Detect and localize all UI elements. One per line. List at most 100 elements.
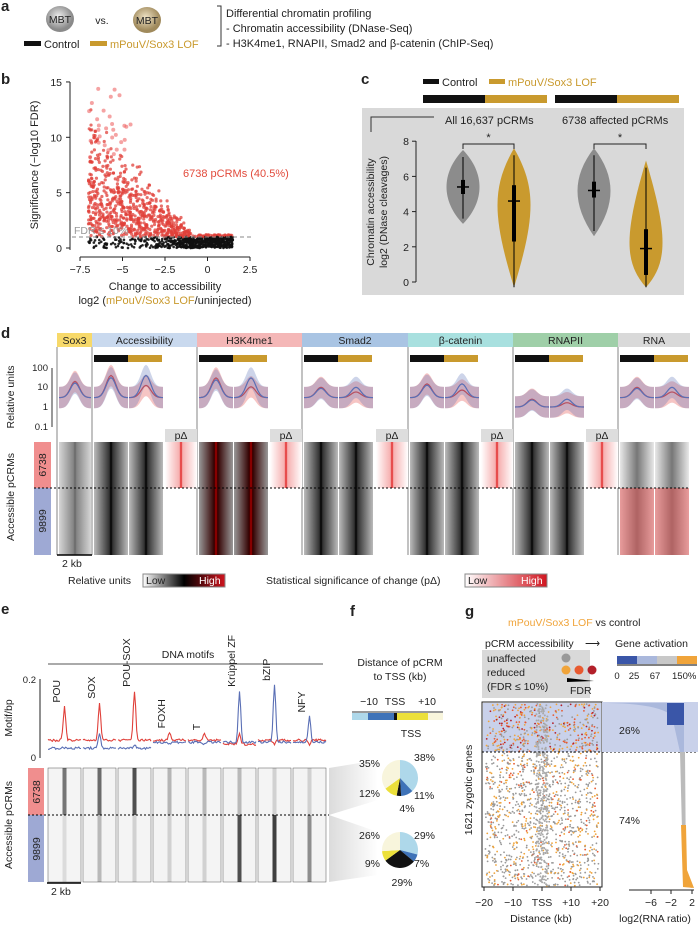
gene-point: [557, 821, 560, 824]
scatter-point: [212, 238, 216, 241]
gene-point: [568, 845, 571, 847]
gene-point: [492, 776, 495, 779]
scatter-point: [100, 194, 104, 199]
gene-point: [491, 803, 494, 806]
gene-point: [522, 782, 525, 784]
gene-point: [552, 868, 555, 871]
gene-point: [541, 706, 544, 709]
gene-point: [541, 825, 544, 827]
gene-point: [489, 818, 492, 821]
gene-point: [523, 708, 526, 711]
gene-point: [487, 747, 490, 750]
gene-point: [552, 807, 554, 810]
gene-point: [597, 731, 600, 734]
gene-point: [493, 831, 496, 834]
gene-point: [508, 790, 511, 793]
gene-point: [520, 823, 523, 825]
gene-point: [524, 823, 527, 825]
gene-point: [596, 708, 599, 711]
gene-point: [519, 794, 522, 797]
gene-point: [539, 853, 542, 856]
gene-point: [594, 871, 597, 874]
gene-point: [569, 781, 571, 783]
scatter-point: [88, 227, 92, 231]
gene-point: [541, 830, 544, 833]
gene-point: [541, 822, 544, 825]
gene-point: [548, 842, 550, 845]
scatter-point: [138, 210, 142, 214]
gene-point: [562, 777, 565, 780]
gene-point: [546, 825, 549, 828]
gene-point: [547, 841, 550, 843]
profile-line: [233, 377, 269, 399]
gene-point: [574, 784, 577, 787]
profile-line: [338, 386, 374, 399]
gene-point: [486, 860, 489, 863]
gene-point: [556, 718, 559, 720]
gene-point: [546, 782, 549, 785]
gene-point: [538, 807, 541, 810]
gene-point: [590, 780, 593, 783]
scatter-point: [120, 209, 124, 214]
gene-point: [566, 789, 569, 792]
scatter-point: [157, 189, 161, 193]
scatter-point: [152, 233, 156, 237]
gene-point: [513, 825, 515, 827]
gene-point: [566, 884, 569, 887]
gene-point: [562, 855, 564, 858]
gene-point: [563, 788, 566, 791]
motif-profile: [117, 744, 152, 751]
colorbar-tick: 150%: [672, 671, 697, 682]
gene-point: [537, 865, 540, 868]
gene-point: [554, 806, 557, 809]
gene-point: [549, 706, 552, 709]
scatter-point: [122, 216, 126, 220]
scatter-point: [167, 239, 170, 243]
gene-point: [546, 757, 549, 760]
gene-point: [543, 805, 546, 808]
gene-point: [538, 725, 541, 728]
gene-point: [517, 803, 520, 806]
condition-bar: [410, 355, 444, 362]
gene-point: [488, 844, 491, 847]
condition-bar: [128, 355, 162, 362]
scatter-point: [159, 199, 163, 203]
svg-text:Low: Low: [146, 575, 166, 587]
gene-point: [548, 793, 551, 795]
profile-band: [410, 373, 444, 409]
gene-point: [491, 856, 494, 859]
scatter-point: [181, 245, 185, 249]
x-tick-label: 0: [205, 264, 211, 276]
gene-point: [580, 794, 583, 797]
gene-point: [550, 828, 553, 830]
scatter-point: [96, 205, 100, 210]
gene-point: [546, 812, 549, 815]
scatter-point: [109, 228, 113, 232]
scatter-point: [169, 240, 172, 244]
gene-point: [536, 828, 539, 831]
scatter-point: [107, 114, 112, 119]
gene-point: [591, 803, 594, 806]
scatter-point: [108, 171, 112, 176]
gene-point: [540, 847, 543, 850]
gene-point: [545, 779, 548, 782]
gene-point: [505, 858, 507, 861]
scatter-point: [99, 240, 103, 244]
gene-point: [508, 759, 511, 761]
scatter-point: [150, 198, 155, 202]
gene-point: [530, 769, 533, 772]
gene-point: [560, 870, 563, 873]
gene-point: [559, 744, 562, 747]
scatter-point: [151, 219, 156, 223]
gene-point: [588, 801, 591, 804]
scatter-point: [88, 160, 92, 164]
gene-point: [563, 739, 566, 742]
scatter-point: [100, 204, 104, 209]
pie-label: 9%: [365, 858, 380, 870]
gene-point: [504, 861, 507, 864]
gene-point: [527, 717, 530, 720]
scatter-point: [102, 139, 106, 144]
gene-point: [502, 864, 504, 867]
gene-point: [559, 780, 561, 782]
scatter-point: [91, 210, 95, 215]
